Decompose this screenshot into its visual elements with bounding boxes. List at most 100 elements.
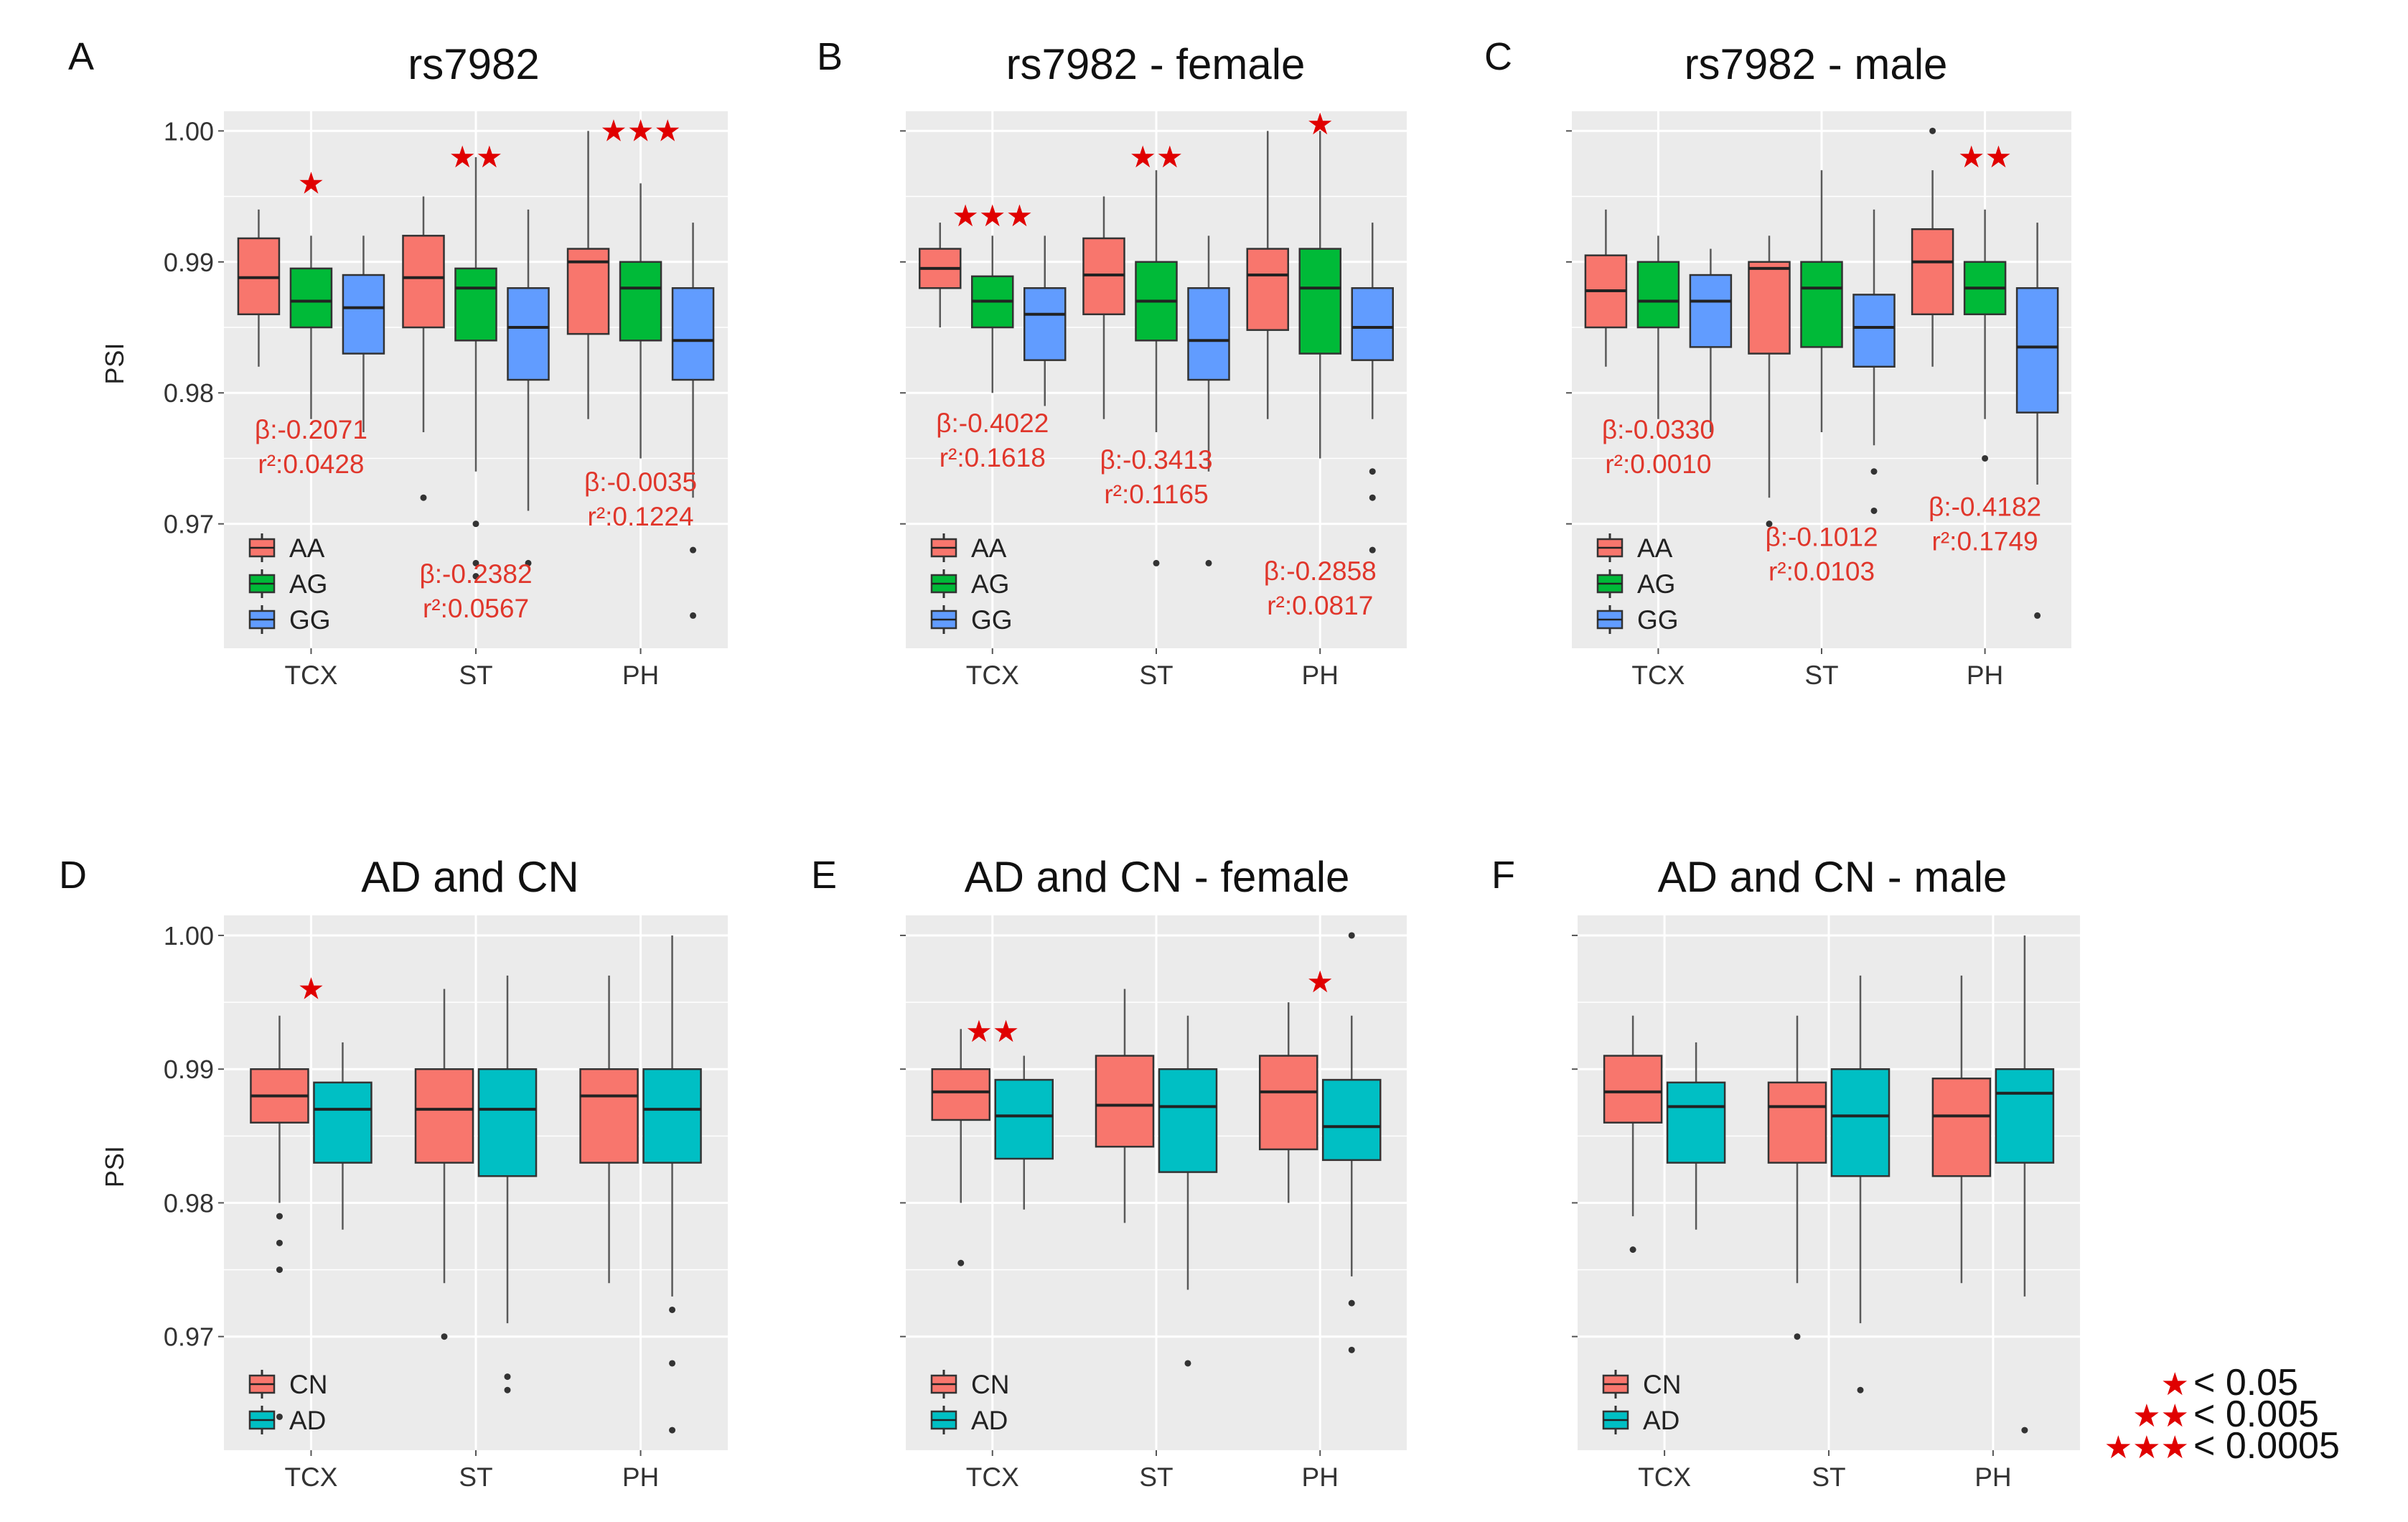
outlier-point: [1629, 1246, 1636, 1253]
y-tick-label: 0.99: [164, 1055, 214, 1084]
significance-stars: ★★: [449, 140, 502, 174]
significance-stars: ★: [1306, 965, 1334, 999]
outlier-point: [1348, 932, 1355, 939]
iqr-box: [454, 267, 497, 342]
outlier-point: [1982, 454, 1989, 462]
group-legend: CN AD: [1602, 1370, 1681, 1435]
x-tick-label-tcx: TCX: [1638, 1462, 1691, 1492]
iqr-box: [671, 287, 715, 381]
y-tick-label: 1.00: [164, 921, 214, 951]
outlier-point: [504, 1373, 511, 1381]
beta-annotation: β:-0.4182: [1929, 492, 2041, 522]
significance-stars: ★★★: [952, 199, 1033, 233]
outlier-point: [690, 612, 697, 619]
box-st-cn: [414, 989, 474, 1340]
panel-letter: A: [68, 35, 94, 78]
iqr-box: [994, 1078, 1054, 1160]
beta-annotation: β:-0.2382: [419, 559, 532, 589]
x-tick-label-st: ST: [459, 1462, 492, 1492]
panel-letter: E: [811, 854, 837, 897]
x-tick-label-tcx: TCX: [966, 1462, 1019, 1492]
iqr-box: [1748, 261, 1791, 355]
iqr-box: [1603, 1055, 1663, 1124]
outlier-point: [2034, 612, 2041, 619]
x-tick-label-tcx: TCX: [1631, 660, 1685, 690]
box-ph-gg: [1351, 223, 1394, 554]
legend-label-ag: AG: [289, 569, 327, 599]
box-tcx-ad: [1666, 1042, 1726, 1230]
box-tcx-gg: [1689, 248, 1733, 432]
x-tick-label-st: ST: [459, 660, 492, 690]
sig-legend-stars-1: ★: [2161, 1367, 2189, 1402]
box-tcx-ad: [313, 1042, 373, 1230]
sig-legend-label-3: < 0.0005: [2193, 1425, 2340, 1467]
iqr-box: [1931, 1077, 1992, 1177]
outlier-point: [669, 1427, 676, 1434]
outlier-point: [1870, 468, 1878, 475]
r2-annotation: r²:0.0428: [258, 449, 364, 479]
significance-stars: ★: [298, 971, 325, 1005]
iqr-box: [1636, 261, 1680, 329]
outlier-point: [525, 559, 532, 566]
box-tcx-cn: [1603, 1015, 1663, 1253]
outlier-point: [1794, 1333, 1801, 1340]
box-st-aa: [1748, 235, 1791, 528]
legend-label-aa: AA: [289, 533, 325, 563]
y-axis-label: PSI: [100, 1146, 129, 1187]
significance-legend: ★ < 0.05 ★★ < 0.005 ★★★ < 0.0005: [2104, 1362, 2340, 1467]
iqr-box: [1767, 1081, 1827, 1164]
legend-label-cn: CN: [971, 1370, 1009, 1399]
outlier-point: [1205, 559, 1212, 566]
panel-title: AD and CN - male: [1658, 853, 2008, 901]
panel-title: rs7982 - female: [1006, 40, 1306, 88]
iqr-box: [414, 1068, 474, 1164]
x-tick-label-st: ST: [1804, 660, 1838, 690]
iqr-box: [507, 287, 550, 381]
significance-stars: ★★★: [600, 113, 681, 147]
box-tcx-aa: [237, 209, 281, 367]
iqr-box: [477, 1068, 538, 1177]
box-ph-gg: [2015, 223, 2059, 619]
panel-letter: D: [59, 854, 87, 897]
iqr-box: [1187, 287, 1230, 381]
box-st-ag: [1135, 170, 1178, 566]
outlier-point: [1857, 1386, 1864, 1393]
iqr-box: [1246, 248, 1289, 331]
box-st-gg: [507, 209, 550, 566]
outlier-point: [669, 1360, 676, 1367]
x-tick-label-ph: PH: [1967, 660, 2003, 690]
beta-annotation: β:-0.2858: [1264, 556, 1377, 586]
group-legend: AA AG GG: [930, 533, 1013, 635]
outlier-point: [1153, 559, 1160, 566]
iqr-box: [931, 1068, 991, 1121]
outlier-point: [276, 1413, 283, 1420]
r2-annotation: r²:0.0567: [423, 594, 529, 623]
significance-stars: ★★: [965, 1014, 1019, 1048]
r2-annotation: r²:0.0103: [1768, 557, 1875, 587]
box-st-aa: [1082, 196, 1125, 419]
box-ph-aa: [1911, 127, 1954, 367]
box-tcx-gg: [1023, 235, 1067, 406]
box-ph-cn: [579, 975, 639, 1284]
legend-label-aa: AA: [1637, 533, 1673, 563]
significance-stars: ★: [1306, 107, 1334, 141]
legend-label-cn: CN: [289, 1370, 327, 1399]
panel-letter: C: [1484, 35, 1512, 78]
outlier-point: [690, 546, 697, 554]
iqr-box: [1911, 228, 1954, 316]
outlier-point: [472, 520, 479, 528]
panel-letter: B: [817, 35, 843, 78]
box-ph-ag: [619, 183, 662, 459]
box-st-ad: [477, 975, 538, 1393]
r2-annotation: r²:0.1749: [1932, 527, 2038, 556]
iqr-box: [1258, 1055, 1318, 1151]
legend-label-aa: AA: [971, 533, 1007, 563]
group-legend: CN AD: [248, 1370, 327, 1435]
y-tick-label: 0.97: [164, 1322, 214, 1352]
iqr-box: [1852, 294, 1896, 368]
outlier-point: [1766, 520, 1773, 528]
box-ph-ad: [642, 935, 702, 1434]
iqr-box: [342, 274, 385, 355]
